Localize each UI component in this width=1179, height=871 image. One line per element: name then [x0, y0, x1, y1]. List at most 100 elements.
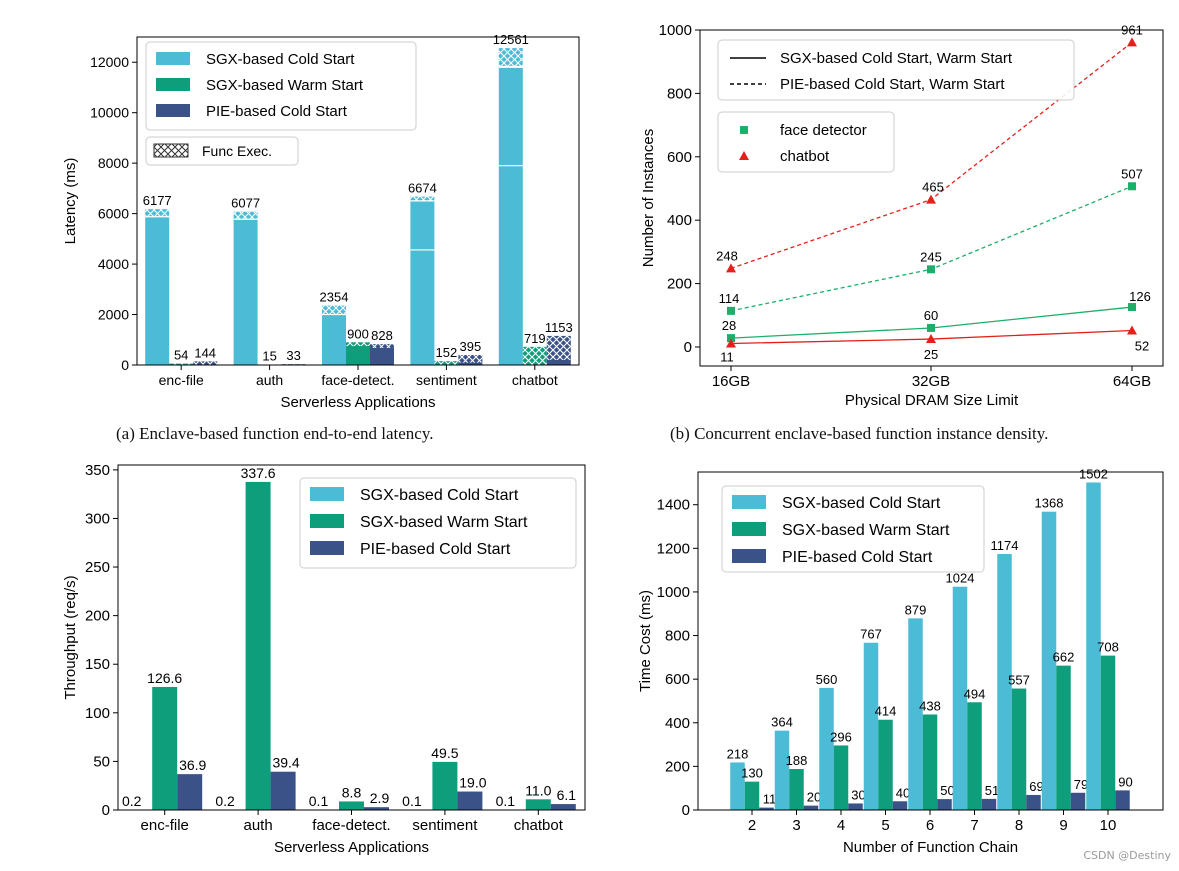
y-tick-label: 800: [667, 85, 692, 102]
y-tick-label: 100: [85, 705, 110, 722]
data-label: 494: [964, 686, 986, 701]
data-label: 395: [460, 339, 482, 354]
func-exec-hatch-face-detect.-0: [322, 305, 346, 315]
data-label: 40: [896, 785, 910, 800]
panel-d-time-cost-chart: 2181301123641882035602963047674144058794…: [637, 466, 1164, 856]
func-exec-hatch-face-detect.-2: [370, 344, 394, 348]
y-tick-label: 0: [102, 802, 110, 819]
bar-6-1: [922, 714, 938, 810]
bar-2-0: [730, 762, 745, 810]
caption-b: (b) Concurrent enclave-based function in…: [670, 424, 1049, 443]
legend-swatch-hatch: [154, 144, 188, 157]
data-label: 719: [524, 331, 546, 346]
data-label: 1153: [545, 320, 573, 335]
legend-swatch: [310, 514, 344, 528]
legend-marker-square: [740, 126, 748, 134]
x-tick-label: 8: [1015, 817, 1023, 834]
data-label: 15: [262, 349, 276, 364]
data-label: 11: [763, 792, 777, 807]
legend-label: chatbot: [780, 148, 830, 165]
bar-10-1: [1100, 655, 1116, 810]
data-label: 49.5: [431, 745, 458, 761]
bar-8-0: [997, 553, 1012, 810]
func-exec-hatch-enc-file-1: [169, 363, 194, 365]
y-tick-label: 1400: [657, 497, 690, 514]
x-axis-label: Physical DRAM Size Limit: [845, 392, 1019, 409]
data-label: 438: [919, 698, 941, 713]
func-exec-hatch-auth-0: [233, 211, 258, 220]
bar-sentiment-0: [410, 196, 435, 365]
marker-triangle: [726, 263, 736, 273]
data-label: 2354: [320, 290, 349, 305]
bar-face-detect.-0: [322, 305, 346, 365]
legend-label: SGX-based Cold Start: [782, 495, 941, 512]
legend-label: SGX-based Warm Start: [360, 514, 528, 531]
x-tick-label: enc-file: [141, 817, 189, 834]
func-exec-hatch-sentiment-0: [410, 196, 435, 201]
bar-6-0: [908, 618, 923, 810]
legend-label: SGX-based Cold Start: [360, 487, 519, 504]
legend-label: SGX-based Warm Start: [782, 522, 950, 539]
data-label: 51: [985, 783, 999, 798]
plot-frame: [697, 471, 1164, 811]
data-label: 130: [741, 766, 763, 781]
data-label: 126.6: [147, 670, 182, 686]
func-exec-hatch-chatbot-2: [546, 335, 571, 360]
legend-box: [717, 39, 1075, 101]
data-label: 0.2: [122, 793, 142, 809]
x-tick-label: 2: [748, 817, 756, 834]
data-label: 828: [371, 328, 393, 343]
data-label: 708: [1097, 640, 1119, 655]
y-tick-label: 4000: [98, 256, 129, 272]
watermark: CSDN @Destiny: [1083, 849, 1171, 862]
bar-sentiment-2: [457, 791, 483, 810]
y-tick-label: 800: [665, 628, 690, 645]
plot-frame: [117, 464, 586, 811]
y-tick-label: 2000: [98, 307, 129, 323]
x-tick-label: 64GB: [1113, 373, 1151, 390]
data-label: 767: [860, 627, 882, 642]
data-label: 8.8: [342, 784, 362, 800]
bar-9-0: [1041, 511, 1057, 810]
data-label: 69: [1029, 779, 1043, 794]
y-tick-label: 600: [667, 149, 692, 166]
x-tick-label: chatbot: [512, 372, 558, 388]
bar-enc-file-0: [145, 209, 170, 365]
legend-box: [145, 41, 417, 131]
data-label: 54: [174, 348, 188, 363]
bar-10-0: [1086, 482, 1101, 810]
marker-triangle: [926, 334, 936, 344]
caption-a: (a) Enclave-based function end-to-end la…: [116, 424, 434, 443]
marker-triangle: [1127, 37, 1137, 47]
legend-box: [717, 111, 895, 173]
x-tick-label: sentiment: [416, 372, 477, 388]
bar-5-2: [892, 801, 908, 810]
x-axis-label: Serverless Applications: [274, 839, 429, 856]
legend-swatch: [732, 522, 766, 536]
data-label: 144: [194, 345, 216, 360]
data-label: 1368: [1035, 496, 1064, 511]
legend-swatch: [310, 487, 344, 501]
x-tick-label: 6: [926, 817, 934, 834]
data-label: 6177: [143, 193, 172, 208]
legend-label: Func Exec.: [202, 143, 272, 159]
y-axis-label: Latency (ms): [62, 158, 79, 245]
y-axis-label: Time Cost (ms): [637, 590, 654, 692]
marker-square: [927, 323, 935, 332]
legend-box: [721, 485, 985, 573]
data-label: 1174: [991, 538, 1019, 553]
y-tick-label: 200: [665, 758, 690, 775]
legend-label: PIE-based Cold Start: [782, 549, 933, 566]
data-label: 364: [771, 715, 793, 730]
x-tick-label: 32GB: [912, 373, 950, 390]
bar-chatbot-1: [525, 799, 551, 810]
x-tick-label: auth: [256, 372, 283, 388]
data-label: 0.2: [215, 793, 235, 809]
y-tick-label: 12000: [90, 54, 129, 70]
bar-4-2: [848, 803, 863, 810]
x-tick-label: face-detect.: [312, 817, 390, 834]
data-label: 248: [716, 248, 738, 263]
bar-face-detect.-1: [346, 342, 370, 365]
y-tick-label: 1200: [657, 540, 690, 557]
bar-enc-file-2: [177, 774, 203, 810]
